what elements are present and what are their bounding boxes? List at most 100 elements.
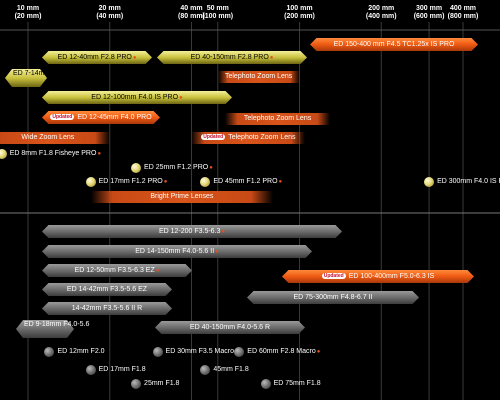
zoom-lens-label: ED 75-300mm F4.8-6.7 II bbox=[293, 294, 373, 301]
lens-category-band: Telephoto Zoom Lens bbox=[224, 113, 331, 125]
tick-focal: 300 mm bbox=[416, 5, 443, 12]
zoom-lens-label: ED 150-400 mm F4.5 TC1.25x IS PRO bbox=[333, 41, 455, 48]
zoom-bar-shape bbox=[42, 283, 172, 296]
zoom-lens-bar[interactable]: ED 75-300mm F4.8-6.7 II bbox=[247, 291, 419, 304]
zoom-bar-shape bbox=[16, 320, 74, 338]
zoom-lens-bar[interactable]: Updated ED 12-45mm F4.0 PRO bbox=[42, 111, 160, 124]
tick-focal: 10 mm bbox=[16, 5, 40, 12]
lens-category-band: Telephoto Zoom Lens bbox=[217, 71, 300, 83]
prime-lens-dot bbox=[44, 347, 55, 357]
tick-equivalent: (800 mm) bbox=[447, 13, 479, 20]
zoom-lens-bar[interactable]: ED 9-18mm F4.0-5.6 bbox=[16, 320, 90, 338]
zoom-lens-label: ED 14-150mm F4.0-5.6 II● bbox=[135, 248, 219, 255]
zoom-lens-bar[interactable]: ED 12-200 F3.5-6.3● bbox=[42, 225, 342, 238]
zoom-bar-shape bbox=[247, 291, 419, 304]
axis-tick-label: 20 mm (40 mm) bbox=[80, 5, 140, 21]
axis-tick-label: 400 mm (800 mm) bbox=[433, 5, 493, 21]
star-icon: ● bbox=[221, 229, 226, 235]
zoom-lens-bar[interactable]: ED 12-50mm F3.5-6.3 EZ● bbox=[42, 264, 192, 277]
zoom-bar-shape bbox=[42, 51, 152, 64]
zoom-bar-shape bbox=[310, 38, 478, 51]
tick-equivalent: (100 mm) bbox=[202, 13, 234, 20]
lens-category-band: Updated Telephoto Zoom Lens bbox=[191, 132, 306, 144]
tick-focal: 50 mm bbox=[206, 5, 229, 12]
star-icon: ● bbox=[97, 151, 102, 157]
zoom-bar-shape bbox=[155, 321, 305, 334]
star-icon: ● bbox=[209, 165, 213, 171]
zoom-lens-bar[interactable]: ED 150-400 mm F4.5 TC1.25x IS PRO bbox=[310, 38, 478, 51]
prime-lens-label: ED 75mm F1.8 bbox=[273, 380, 321, 387]
zoom-bar-shape bbox=[42, 225, 342, 238]
tick-focal: 40 mm bbox=[180, 5, 203, 12]
zoom-bar-shape bbox=[42, 264, 192, 277]
star-icon: ● bbox=[132, 55, 137, 61]
zoom-bar-shape bbox=[42, 91, 232, 104]
zoom-lens-bar[interactable]: ED 14-42mm F3.5-5.6 EZ bbox=[42, 283, 172, 296]
axis-tick-label: 40 mm (80 mm) bbox=[161, 5, 221, 21]
zoom-lens-bar[interactable]: ED 40-150mm F2.8 PRO● bbox=[157, 51, 307, 64]
zoom-lens-label: ED 9-18mm F4.0-5.6 bbox=[24, 321, 90, 328]
zoom-lens-bar[interactable]: ED 12-100mm F4.0 IS PRO● bbox=[42, 91, 232, 104]
star-icon: ● bbox=[269, 55, 274, 61]
zoom-lens-label: Updated ED 100-400mm F5.0-6.3 IS bbox=[321, 273, 435, 280]
updated-badge: Updated bbox=[50, 114, 75, 121]
zoom-lens-bar[interactable]: ED 14-150mm F4.0-5.6 II● bbox=[42, 245, 312, 258]
prime-lens-dot bbox=[260, 379, 271, 389]
zoom-lens-bar[interactable]: Updated ED 100-400mm F5.0-6.3 IS bbox=[282, 270, 474, 283]
zoom-bar-shape bbox=[42, 245, 312, 258]
lens-category-band: Bright Prime Lenses bbox=[90, 191, 274, 203]
zoom-lens-label: ED 12-50mm F3.5-6.3 EZ● bbox=[74, 267, 160, 274]
star-icon: ● bbox=[179, 95, 183, 101]
zoom-lens-label: ED 14-42mm F3.5-5.6 EZ bbox=[66, 286, 148, 293]
star-icon: ● bbox=[215, 249, 219, 255]
prime-lens-label: ED 60mm F2.8 Macro● bbox=[247, 348, 321, 355]
zoom-lens-label: ED 12-100mm F4.0 IS PRO● bbox=[91, 94, 183, 101]
zoom-lens-label: ED 7-14mm F2.8 PRO bbox=[13, 70, 84, 77]
prime-lens-label: ED 17mm F1.8 bbox=[98, 366, 146, 373]
prime-lens-dot bbox=[85, 177, 96, 187]
axis-tick-label: 50 mm (100 mm) bbox=[188, 5, 248, 21]
zoom-bar-shape bbox=[157, 51, 307, 64]
prime-lens-dot bbox=[0, 149, 7, 159]
zoom-lens-bar[interactable]: ED 40-150mm F4.0-5.6 R bbox=[155, 321, 305, 334]
zoom-lens-bar[interactable]: ED 12-40mm F2.8 PRO● bbox=[42, 51, 152, 64]
tick-equivalent: (600 mm) bbox=[413, 13, 445, 20]
prime-lens-dot bbox=[131, 379, 142, 389]
tick-focal: 100 mm bbox=[286, 5, 313, 12]
zoom-lens-label: ED 40-150mm F2.8 PRO● bbox=[190, 54, 274, 61]
prime-lens-dot bbox=[424, 177, 435, 187]
lens-category-band: Wide Zoom Lens bbox=[0, 132, 110, 144]
axis-tick-label: 10 mm (20 mm) bbox=[0, 5, 58, 21]
updated-badge: Updated bbox=[201, 134, 226, 141]
zoom-lens-label: ED 40-150mm F4.0-5.6 R bbox=[189, 324, 271, 331]
zoom-bar-shape bbox=[5, 69, 47, 87]
axis-tick-label: 300 mm (600 mm) bbox=[399, 5, 459, 21]
tick-equivalent: (40 mm) bbox=[96, 13, 124, 20]
prime-lens-label: ED 30mm F3.5 Macro bbox=[165, 348, 235, 355]
tick-focal: 400 mm bbox=[449, 5, 477, 12]
prime-lens-dot bbox=[85, 365, 96, 375]
zoom-bar-shape bbox=[42, 302, 172, 315]
updated-badge: Updated bbox=[321, 273, 346, 280]
prime-lens-label: ED 8mm F1.8 Fisheye PRO● bbox=[9, 150, 102, 157]
prime-lens-dot bbox=[200, 177, 211, 187]
tick-equivalent: (400 mm) bbox=[365, 13, 397, 20]
zoom-lens-bar[interactable]: 14-42mm F3.5-5.6 II R bbox=[42, 302, 172, 315]
prime-lens-dot bbox=[131, 163, 142, 173]
prime-lens-label: ED 17mm F1.2 PRO● bbox=[98, 178, 168, 185]
prime-lens-dot bbox=[200, 365, 211, 375]
star-icon: ● bbox=[316, 349, 321, 355]
zoom-lens-label: 14-42mm F3.5-5.6 II R bbox=[71, 305, 143, 312]
zoom-lens-label: ED 12-40mm F2.8 PRO● bbox=[57, 54, 137, 61]
prime-lens-label: 25mm F1.8 bbox=[144, 380, 180, 387]
zoom-lens-bar[interactable]: ED 7-14mm F2.8 PRO bbox=[5, 69, 84, 87]
prime-lens-label: 45mm F1.8 bbox=[213, 366, 249, 373]
tick-equivalent: (200 mm) bbox=[284, 13, 315, 20]
tick-equivalent: (80 mm) bbox=[178, 13, 205, 20]
tick-equivalent: (20 mm) bbox=[14, 13, 42, 20]
tick-focal: 20 mm bbox=[98, 5, 121, 12]
prime-lens-label: ED 12mm F2.0 bbox=[57, 348, 105, 355]
star-icon: ● bbox=[278, 179, 283, 185]
star-icon: ● bbox=[155, 268, 160, 274]
